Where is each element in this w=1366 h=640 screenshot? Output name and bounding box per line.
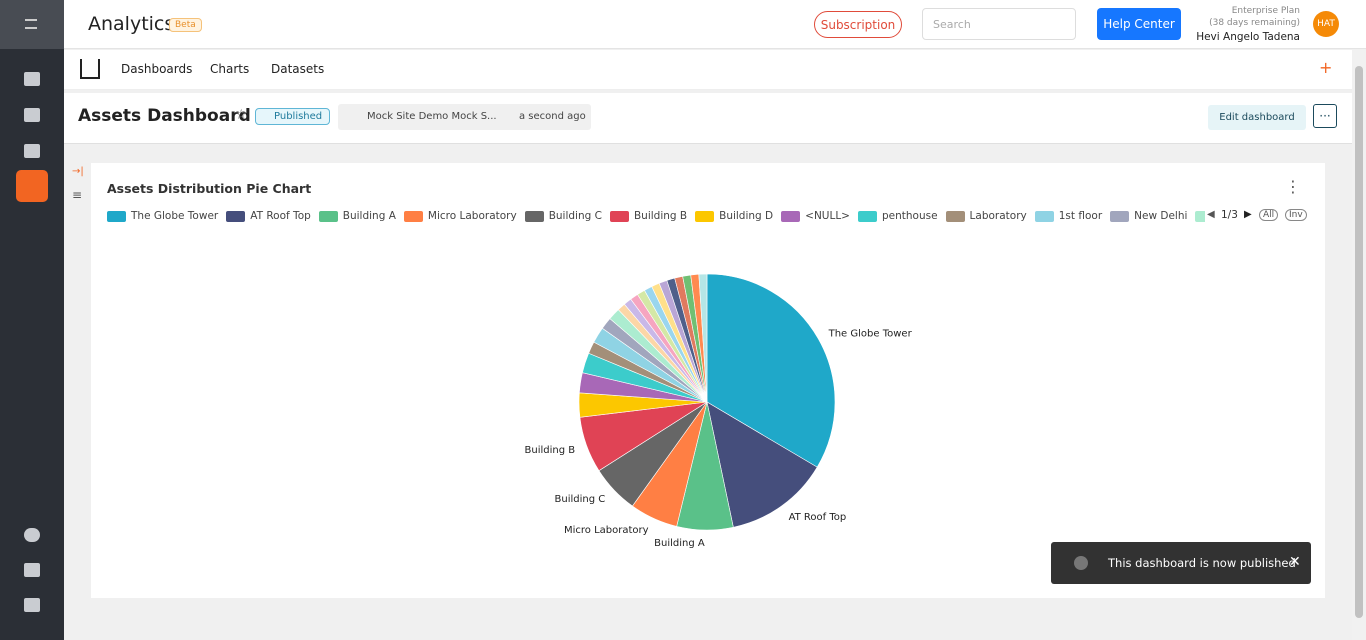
nav-icon[interactable]: [24, 72, 40, 86]
nav-icon-active[interactable]: [16, 170, 48, 202]
add-icon[interactable]: +: [1319, 58, 1333, 77]
app-name: Analytics: [88, 13, 175, 35]
legend-next[interactable]: ▶: [1244, 209, 1252, 220]
scrollbar-thumb[interactable]: [1355, 66, 1363, 618]
plan: Enterprise Plan: [1231, 6, 1300, 16]
legend-item[interactable]: 1st floor: [1034, 208, 1103, 224]
legend-item[interactable]: <NULL>: [781, 208, 850, 224]
toast-icon: [1074, 556, 1088, 570]
slice-label: Micro Laboratory: [564, 525, 649, 536]
home-icon[interactable]: [80, 59, 100, 79]
legend-item[interactable]: New Delhi: [1110, 208, 1187, 224]
legend-label: The Globe Tower: [131, 210, 219, 222]
legend-item[interactable]: AT Roof Top: [226, 208, 311, 224]
legend-swatch: [781, 210, 801, 222]
status-badge: Published: [255, 108, 331, 125]
legend-item[interactable]: Chem Labora: [1195, 208, 1205, 224]
toast: This dashboard is now published ✕: [1051, 542, 1311, 584]
legend-item[interactable]: Building A: [318, 208, 396, 224]
nav-icon[interactable]: [24, 144, 40, 158]
box-icon[interactable]: [24, 563, 40, 577]
nav-bar: Dashboards Charts Datasets +: [64, 50, 1352, 90]
slice-label: AT Roof Top: [789, 512, 847, 523]
plan-remaining: (38 days remaining): [1209, 18, 1300, 28]
legend-item[interactable]: Building D: [695, 208, 773, 224]
legend-swatch: [945, 210, 965, 222]
nav-item[interactable]: Datasets: [271, 62, 325, 76]
sidebar: [0, 0, 64, 640]
legend-label: <NULL>: [805, 210, 850, 222]
legend-item[interactable]: penthouse: [857, 208, 938, 224]
more-button[interactable]: ···: [1313, 104, 1337, 128]
beta-badge: Beta: [169, 18, 202, 32]
legend-label: Building D: [719, 210, 774, 222]
legend-swatch: [107, 210, 126, 222]
legend-label: Building A: [342, 210, 396, 222]
pie-slice: [706, 401, 818, 528]
modified: a second ago: [519, 111, 586, 122]
legend-label: Building C: [548, 210, 602, 222]
slice-label: The Globe Tower: [828, 329, 913, 340]
legend-swatch: [403, 210, 423, 222]
dashboard-title: Assets Dashboard: [78, 106, 251, 126]
slice-label: Building B: [525, 445, 576, 456]
menu-icon: [25, 19, 37, 29]
legend-swatch: [609, 210, 629, 222]
legend-swatch: [695, 210, 715, 222]
legend-label: Micro Laboratory: [427, 210, 517, 222]
legend-label: penthouse: [881, 210, 938, 222]
legend-item[interactable]: Micro Laboratory: [403, 208, 517, 224]
user-name: Hevi Angelo Tadena: [1196, 31, 1300, 43]
chart-title: Assets Distribution Pie Chart: [107, 181, 312, 196]
avatar[interactable]: HAT: [1313, 11, 1339, 37]
legend-item[interactable]: The Globe Tower: [107, 208, 218, 224]
legend-swatch: [318, 210, 338, 222]
legend: The Globe Tower AT Roof Top Building A Micr…: [107, 208, 1205, 224]
collapse-icon[interactable]: →|: [72, 166, 84, 177]
nav-icon[interactable]: [24, 108, 40, 122]
legend-label: Laboratory: [969, 210, 1027, 222]
legend-swatch: [1110, 210, 1130, 222]
legend-swatch: [1195, 210, 1205, 222]
header: Analytics Beta Subscription Search Help …: [64, 0, 1366, 49]
meta-box: [338, 104, 591, 130]
legend-all[interactable]: All: [1259, 209, 1279, 221]
slice-label: Building A: [654, 538, 705, 549]
dashboard-header: Assets Dashboard ☆ Published Mock Site D…: [64, 93, 1352, 144]
sidebar-toggle[interactable]: [0, 0, 64, 49]
owner: Mock Site Demo Mock S...: [367, 111, 497, 122]
pie-slice: [698, 273, 708, 403]
legend-label: AT Roof Top: [250, 210, 311, 222]
legend-prev[interactable]: ◀: [1207, 209, 1215, 220]
chart-menu[interactable]: ⋮: [1285, 177, 1301, 196]
toast-message: This dashboard is now published: [1108, 556, 1296, 570]
legend-label: 1st floor: [1058, 210, 1103, 222]
edit-button[interactable]: Edit dashboard: [1208, 105, 1306, 130]
slice-label: Building C: [555, 494, 606, 505]
legend-invert[interactable]: Inv: [1285, 209, 1307, 221]
help-button[interactable]: Help Center: [1097, 8, 1181, 40]
legend-item[interactable]: Building C: [524, 208, 602, 224]
legend-pager: 1/3: [1221, 209, 1238, 221]
legend-item[interactable]: Laboratory: [945, 208, 1027, 224]
favorite-icon[interactable]: ☆: [235, 107, 248, 123]
settings-icon[interactable]: [24, 528, 40, 542]
nav-item[interactable]: Charts: [210, 62, 250, 76]
toast-close[interactable]: ✕: [1289, 554, 1301, 570]
legend-label: Building B: [633, 210, 688, 222]
filter-icon[interactable]: ≡: [72, 188, 83, 202]
legend-swatch: [1034, 210, 1054, 222]
logout-icon[interactable]: [24, 598, 40, 612]
legend-swatch: [226, 210, 246, 222]
pie-slice: [706, 273, 836, 468]
legend-swatch: [857, 210, 877, 222]
legend-label: New Delhi: [1134, 210, 1188, 222]
subscription-button[interactable]: Subscription: [814, 11, 902, 38]
nav-item[interactable]: Dashboards: [121, 62, 193, 76]
pie-chart: The Globe Tower AT Roof Top Building A Micr…: [525, 273, 913, 549]
search-input[interactable]: Search: [922, 8, 1076, 40]
legend-item[interactable]: Building B: [609, 208, 688, 224]
legend-swatch: [524, 210, 544, 222]
